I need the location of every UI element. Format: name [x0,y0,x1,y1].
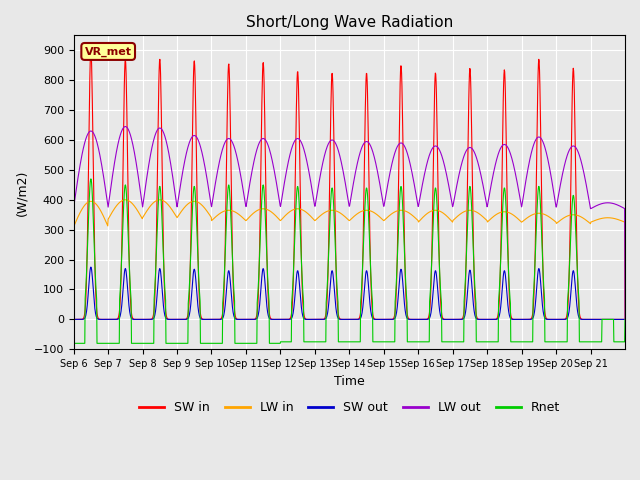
X-axis label: Time: Time [334,374,365,387]
Title: Short/Long Wave Radiation: Short/Long Wave Radiation [246,15,453,30]
Y-axis label: (W/m2): (W/m2) [15,169,28,216]
Legend: SW in, LW in, SW out, LW out, Rnet: SW in, LW in, SW out, LW out, Rnet [134,396,565,420]
Text: VR_met: VR_met [84,47,132,57]
